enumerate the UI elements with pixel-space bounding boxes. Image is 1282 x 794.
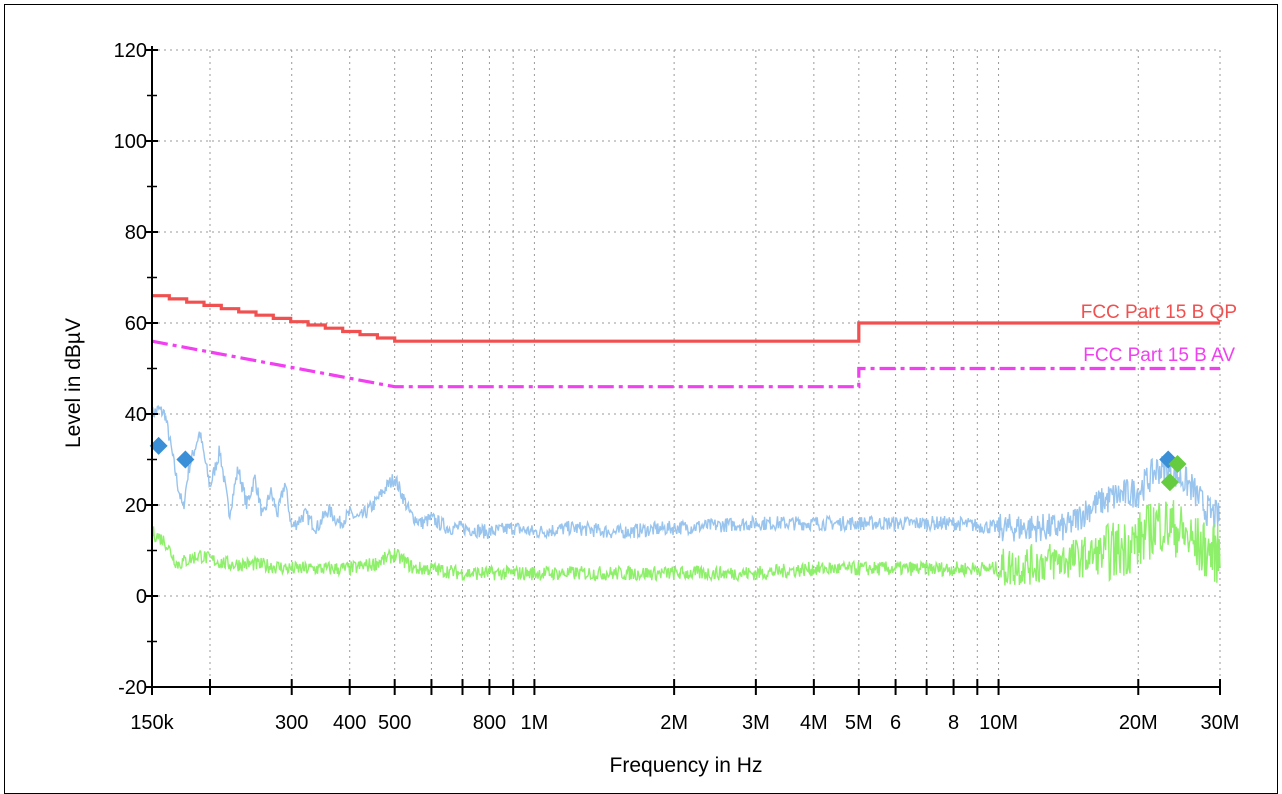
- peak-marker: [1168, 455, 1187, 474]
- x-tick-label: 300: [275, 712, 308, 734]
- x-tick-label: 800: [473, 712, 506, 734]
- x-tick-label: 6: [890, 712, 901, 734]
- limit-lines: [151, 294, 1220, 389]
- x-tick-label: 500: [378, 712, 411, 734]
- y-tick-label: 80: [125, 222, 147, 244]
- x-tick-label: 1M: [521, 712, 549, 734]
- x-axis-title: Frequency in Hz: [610, 754, 763, 777]
- measurement-traces: [151, 404, 1221, 586]
- y-tick-label: -20: [118, 677, 147, 699]
- y-tick-label: 40: [125, 404, 147, 426]
- x-tick-label: 4M: [800, 712, 828, 734]
- x-tick-label: 5M: [845, 712, 873, 734]
- trace-line-3: [151, 500, 1221, 586]
- y-tick-label: 120: [114, 40, 147, 62]
- x-tick-label: 30M: [1201, 712, 1240, 734]
- trace-line-2: [151, 404, 1221, 543]
- y-tick-label: 100: [114, 131, 147, 153]
- x-tick-label: 3M: [742, 712, 770, 734]
- y-tick-label: 0: [136, 586, 147, 608]
- y-tick-label: 60: [125, 313, 147, 335]
- x-tick-label: 8: [948, 712, 959, 734]
- y-tick-label: 20: [125, 495, 147, 517]
- qp-limit-label: FCC Part 15 B QP: [1081, 302, 1237, 323]
- x-tick-label: 2M: [660, 712, 688, 734]
- peak-markers: [149, 436, 1187, 492]
- peak-marker: [176, 450, 195, 469]
- x-tick-label: 20M: [1119, 712, 1158, 734]
- peak-marker: [149, 436, 168, 455]
- x-tick-label: 400: [333, 712, 366, 734]
- x-tick-label: 150k: [130, 712, 174, 734]
- x-tick-label: 10M: [979, 712, 1018, 734]
- qp-limit-line: [152, 294, 1220, 343]
- axes: [146, 46, 1221, 695]
- av-limit-label: FCC Part 15 B AV: [1083, 345, 1235, 366]
- y-axis-title: Level in dBµV: [62, 318, 85, 448]
- tick-labels: -20 0 20 40 60 80 100 120 150k 300 400 500 800 1M 2M 3M…: [114, 40, 1240, 734]
- peak-marker: [1160, 473, 1179, 492]
- av-limit-line: [151, 339, 1220, 389]
